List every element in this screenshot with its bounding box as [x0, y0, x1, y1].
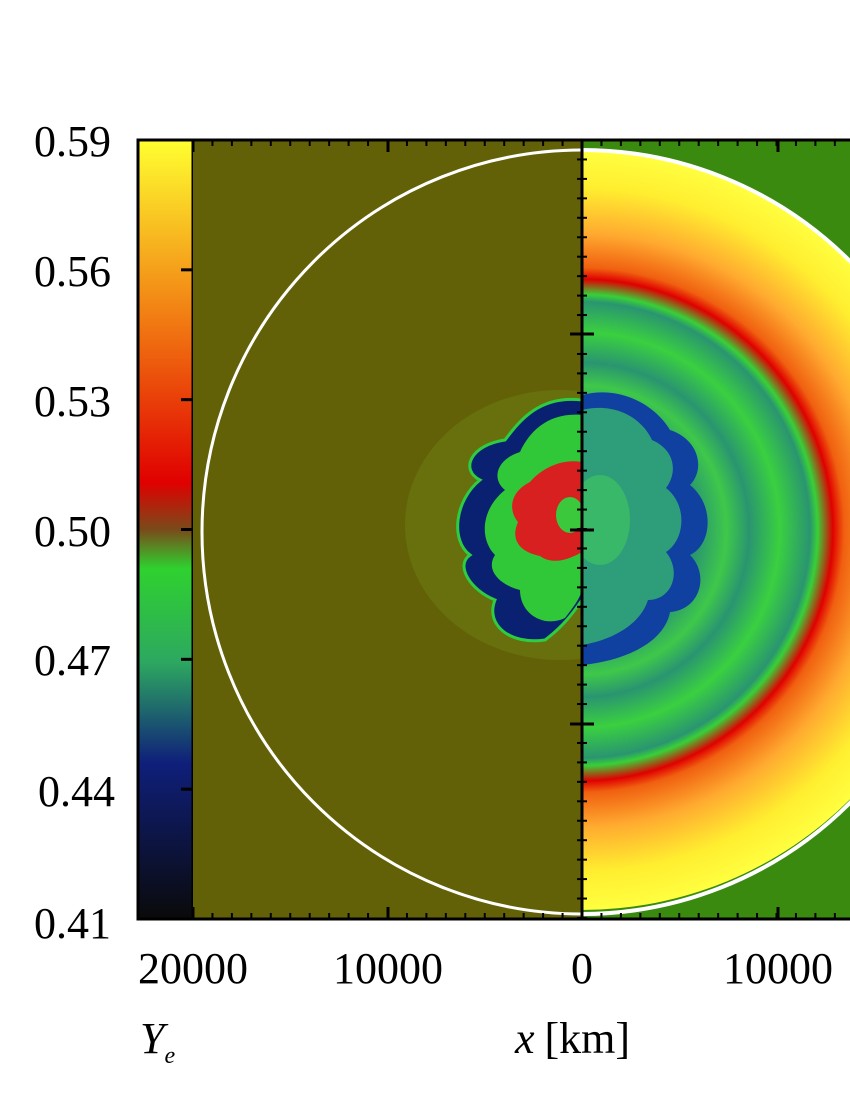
colorbar-tick-label: 0.44	[38, 767, 115, 816]
right-center	[582, 475, 630, 565]
left-red-core	[512, 461, 581, 561]
colorbar-tick-label: 0.53	[34, 377, 111, 426]
frame-ticks	[181, 138, 836, 921]
right-panel	[582, 140, 850, 919]
shock-front	[200, 148, 850, 916]
x-tick-label: 10000	[723, 944, 833, 993]
colorbar-tick-label: 0.47	[34, 636, 111, 685]
left-inner-green	[556, 497, 581, 533]
right-inner-core	[582, 407, 682, 645]
x-tick-label: 0	[571, 944, 593, 993]
right-shells	[582, 150, 850, 910]
colorbar-label: Ye	[140, 1014, 175, 1069]
x-axis-title-var: x	[514, 1014, 535, 1063]
x-axis-title-unit: [km]	[545, 1014, 631, 1063]
colorbar-label-sub: e	[164, 1043, 175, 1069]
colorbar-tick-label: 0.56	[34, 247, 111, 296]
shock-circle-left	[200, 148, 583, 916]
colorbar-tick-label: 0.59	[34, 117, 111, 166]
x-axis-title: x [km]	[514, 1014, 630, 1063]
x-tick-labels: 20000 10000 0 10000	[138, 944, 833, 993]
left-panel	[193, 140, 582, 919]
x-tick-label: 10000	[333, 944, 443, 993]
plot-frame	[136, 138, 850, 921]
colorbar-tick-labels: 0.59 0.56 0.53 0.50 0.47 0.44 0.41	[34, 117, 115, 948]
colorbar-tick-label: 0.50	[34, 507, 111, 556]
shock-circle-right	[581, 148, 850, 916]
x-tick-label: 20000	[138, 944, 248, 993]
colorbar-tick-label: 0.41	[34, 899, 111, 948]
colorbar-label-main: Y	[140, 1014, 169, 1063]
